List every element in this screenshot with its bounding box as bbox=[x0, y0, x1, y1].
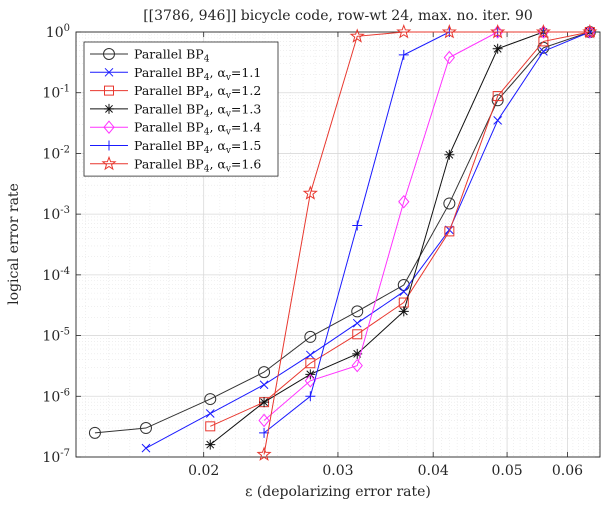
data-point bbox=[492, 43, 503, 54]
data-point bbox=[493, 116, 503, 125]
series-7 bbox=[256, 24, 598, 461]
legend-label: Parallel BP4, αv=1.6 bbox=[134, 156, 261, 174]
legend-marker bbox=[103, 120, 115, 134]
data-point bbox=[397, 279, 410, 292]
legend-marker bbox=[104, 67, 114, 77]
data-point bbox=[444, 149, 455, 160]
x-tick-label: 0.02 bbox=[188, 463, 219, 479]
legend-marker bbox=[101, 155, 117, 171]
y-axis-label: logical error rate bbox=[6, 183, 22, 305]
data-point bbox=[205, 409, 215, 418]
legend-marker bbox=[104, 140, 114, 151]
x-axis-label: ε (depolarizing error rate) bbox=[245, 484, 431, 500]
legend-marker bbox=[104, 85, 114, 96]
data-point bbox=[352, 220, 363, 231]
legend-label: Parallel BP4, αv=1.5 bbox=[134, 138, 261, 156]
data-point bbox=[398, 194, 410, 209]
chart-title: [[3786, 946]] bicycle code, row-wt 24, m… bbox=[143, 8, 533, 24]
y-tick-label: 10-7 bbox=[42, 448, 70, 466]
data-point bbox=[205, 421, 216, 432]
data-point bbox=[305, 391, 316, 402]
data-point bbox=[444, 226, 455, 237]
data-point bbox=[492, 91, 503, 102]
legend-label: Parallel BP4, αv=1.1 bbox=[134, 65, 261, 83]
data-point bbox=[443, 50, 455, 65]
data-point bbox=[305, 358, 316, 369]
x-tick-label: 0.06 bbox=[552, 463, 583, 479]
data-point bbox=[352, 348, 363, 359]
data-point bbox=[256, 446, 272, 461]
data-point bbox=[139, 422, 152, 435]
x-tick-label: 0.05 bbox=[491, 463, 522, 479]
series-2 bbox=[141, 27, 595, 453]
data-point bbox=[351, 305, 364, 318]
data-point bbox=[398, 306, 409, 317]
data-point bbox=[304, 374, 316, 388]
data-point bbox=[490, 24, 506, 39]
data-point bbox=[305, 350, 315, 360]
legend-item: Parallel BP4, αv=1.5 bbox=[90, 138, 261, 156]
data-point bbox=[535, 24, 551, 39]
data-point bbox=[351, 358, 363, 373]
x-tick-label: 0.04 bbox=[418, 463, 449, 479]
legend-item: Parallel BP4, αv=1.2 bbox=[90, 83, 261, 101]
series-line bbox=[263, 31, 590, 455]
data-point bbox=[302, 185, 318, 200]
series-line bbox=[210, 31, 590, 427]
y-tick-label: 10-1 bbox=[42, 84, 70, 102]
data-point bbox=[258, 366, 271, 379]
legend-label: Parallel BP4, αv=1.2 bbox=[134, 83, 261, 101]
legend-item: Parallel BP4 bbox=[90, 47, 210, 65]
series-line bbox=[145, 31, 591, 449]
data-point bbox=[352, 329, 363, 340]
legend-item: Parallel BP4, αv=1.4 bbox=[90, 120, 261, 138]
y-tick-label: 10-4 bbox=[42, 266, 70, 284]
y-tick-label: 10-5 bbox=[42, 327, 70, 345]
data-point bbox=[491, 94, 504, 107]
y-tick-label: 10-3 bbox=[42, 205, 70, 223]
data-point bbox=[349, 28, 365, 43]
data-point bbox=[539, 46, 548, 56]
data-point bbox=[352, 318, 362, 328]
data-point bbox=[259, 380, 269, 390]
data-point bbox=[582, 24, 598, 39]
data-point bbox=[258, 413, 270, 428]
x-tick-label: 0.03 bbox=[322, 463, 353, 479]
legend-item: Parallel BP4, αv=1.6 bbox=[90, 155, 261, 174]
data-point bbox=[88, 426, 101, 439]
y-tick-label: 10-2 bbox=[42, 144, 70, 162]
data-point bbox=[398, 49, 409, 60]
series-3 bbox=[205, 27, 595, 432]
series-1 bbox=[88, 26, 596, 439]
legend-item: Parallel BP4, αv=1.1 bbox=[90, 65, 261, 83]
data-point bbox=[396, 24, 412, 39]
legend-marker bbox=[104, 103, 114, 114]
data-point bbox=[259, 397, 270, 408]
data-point bbox=[443, 197, 456, 210]
data-point bbox=[205, 439, 216, 450]
y-tick-label: 10-6 bbox=[42, 387, 70, 405]
legend-label: Parallel BP4, αv=1.3 bbox=[134, 101, 261, 119]
data-point bbox=[204, 393, 217, 406]
legend-label: Parallel BP4 bbox=[134, 47, 210, 65]
ticks: 0.02 0.03 0.04 0.05 0.06 10-7 10-6 10-5 10-4 10-3… bbox=[42, 23, 600, 479]
legend-marker bbox=[103, 48, 115, 60]
data-point bbox=[141, 443, 151, 453]
data-point bbox=[304, 330, 317, 343]
data-point bbox=[399, 287, 409, 296]
legend-item: Parallel BP4, αv=1.3 bbox=[90, 101, 261, 119]
series-line bbox=[94, 31, 591, 434]
data-point bbox=[441, 24, 457, 39]
legend-label: Parallel BP4, αv=1.4 bbox=[134, 120, 261, 138]
y-tick-label: 100 bbox=[46, 23, 70, 41]
